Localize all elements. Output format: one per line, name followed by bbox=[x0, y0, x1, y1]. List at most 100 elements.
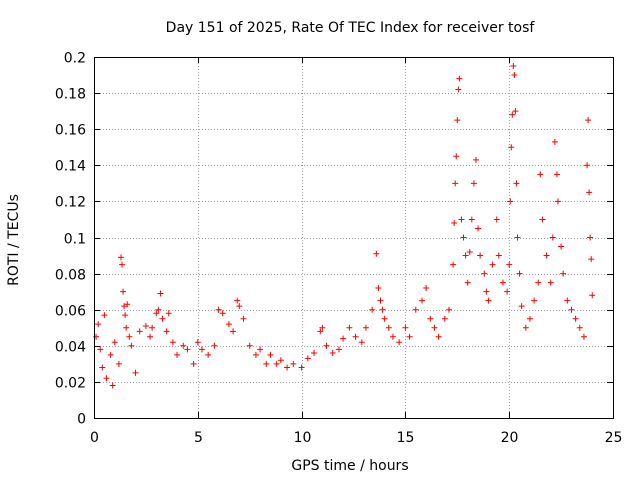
data-point bbox=[589, 292, 596, 299]
data-point bbox=[568, 306, 575, 313]
marks-layer bbox=[93, 63, 596, 389]
data-point bbox=[412, 306, 419, 313]
data-point bbox=[458, 216, 465, 223]
data-point bbox=[109, 382, 116, 389]
data-point bbox=[190, 360, 197, 367]
data-point bbox=[396, 339, 403, 346]
data-point bbox=[423, 285, 430, 292]
data-point bbox=[531, 297, 538, 304]
x-tick-label: 0 bbox=[90, 430, 99, 446]
data-point bbox=[453, 153, 460, 160]
data-point bbox=[508, 144, 515, 151]
data-point bbox=[246, 342, 253, 349]
data-point bbox=[584, 162, 591, 169]
data-point bbox=[219, 310, 226, 317]
data-point bbox=[402, 324, 409, 331]
data-point bbox=[389, 333, 396, 340]
data-point bbox=[451, 220, 458, 227]
data-point bbox=[553, 171, 560, 178]
data-point bbox=[215, 306, 222, 313]
data-point bbox=[585, 117, 592, 124]
data-point bbox=[375, 285, 382, 292]
data-point bbox=[194, 339, 201, 346]
data-point bbox=[381, 315, 388, 322]
data-point bbox=[169, 339, 176, 346]
data-point bbox=[159, 315, 166, 322]
data-point bbox=[468, 216, 475, 223]
chart-title: Day 151 of 2025, Rate Of TEC Index for r… bbox=[166, 20, 536, 36]
data-point bbox=[472, 156, 479, 163]
data-point bbox=[373, 250, 380, 257]
data-point bbox=[304, 355, 311, 362]
data-point bbox=[475, 225, 482, 232]
data-point bbox=[273, 360, 280, 367]
data-point bbox=[319, 324, 326, 331]
x-tick-label: 10 bbox=[294, 430, 312, 446]
data-point bbox=[454, 117, 461, 124]
plot-frame bbox=[94, 57, 614, 419]
data-point bbox=[586, 189, 593, 196]
data-point bbox=[101, 312, 108, 319]
data-point bbox=[230, 328, 237, 335]
data-point bbox=[163, 328, 170, 335]
data-point bbox=[211, 342, 218, 349]
data-point bbox=[516, 270, 523, 277]
data-point bbox=[257, 346, 264, 353]
data-point bbox=[587, 234, 594, 241]
data-point bbox=[435, 333, 442, 340]
data-point bbox=[441, 315, 448, 322]
data-point bbox=[124, 301, 131, 308]
data-point bbox=[184, 346, 191, 353]
data-point bbox=[576, 324, 583, 331]
data-point bbox=[377, 297, 384, 304]
data-point bbox=[504, 288, 511, 295]
data-point bbox=[481, 270, 488, 277]
data-point bbox=[115, 360, 122, 367]
data-point bbox=[122, 312, 129, 319]
data-point bbox=[323, 342, 330, 349]
data-point bbox=[499, 279, 506, 286]
data-point bbox=[460, 234, 467, 241]
data-point bbox=[547, 279, 554, 286]
data-point bbox=[452, 180, 459, 187]
data-point bbox=[329, 350, 336, 357]
data-point bbox=[157, 290, 164, 297]
x-tick-label: 15 bbox=[397, 430, 415, 446]
data-point bbox=[537, 171, 544, 178]
data-point bbox=[132, 369, 139, 376]
data-point bbox=[539, 216, 546, 223]
data-point bbox=[489, 261, 496, 268]
data-point bbox=[406, 333, 413, 340]
data-point bbox=[558, 243, 565, 250]
data-point bbox=[456, 75, 463, 82]
y-tick-label: 0.04 bbox=[55, 340, 86, 356]
data-point bbox=[240, 315, 247, 322]
y-axis-label: ROTI / TECUs bbox=[6, 194, 22, 286]
data-point bbox=[103, 375, 110, 382]
data-point bbox=[512, 108, 519, 115]
data-point bbox=[485, 297, 492, 304]
data-point bbox=[427, 315, 434, 322]
data-point bbox=[277, 357, 284, 364]
data-point bbox=[121, 303, 128, 310]
data-point bbox=[385, 324, 392, 331]
data-point bbox=[419, 297, 426, 304]
data-point bbox=[155, 306, 162, 313]
data-point bbox=[535, 279, 542, 286]
data-point bbox=[126, 333, 133, 340]
y-tick-label: 0.06 bbox=[55, 304, 86, 320]
data-point bbox=[346, 324, 353, 331]
data-point bbox=[95, 321, 102, 328]
data-point bbox=[180, 342, 187, 349]
data-point bbox=[464, 279, 471, 286]
data-point bbox=[554, 198, 561, 205]
data-point bbox=[513, 180, 520, 187]
data-point bbox=[445, 306, 452, 313]
data-point bbox=[466, 248, 473, 255]
data-point bbox=[290, 360, 297, 367]
data-point bbox=[510, 63, 517, 70]
data-point bbox=[379, 306, 386, 313]
data-point bbox=[518, 303, 525, 310]
data-point bbox=[97, 346, 104, 353]
